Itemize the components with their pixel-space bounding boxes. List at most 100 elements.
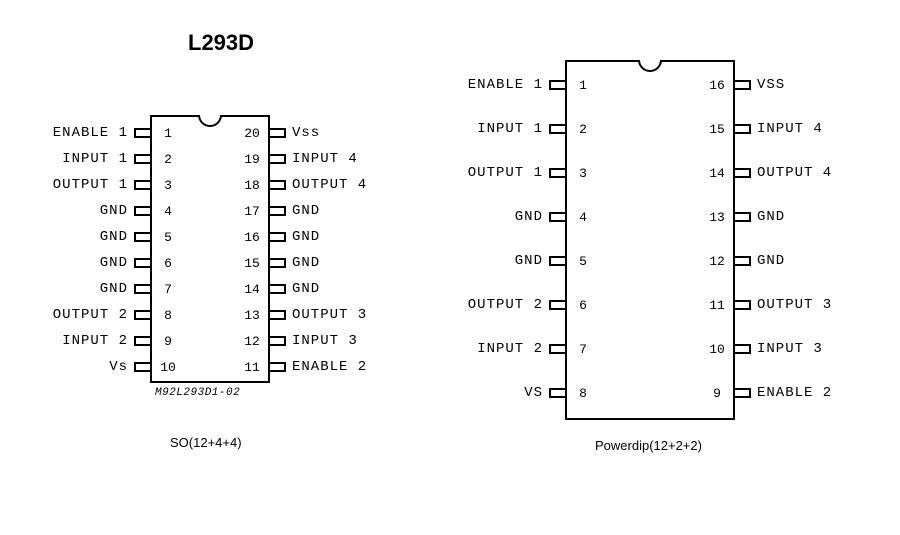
pin-number: 1 [573,78,593,93]
pin-number: 10 [158,360,178,375]
pin-icon [733,256,751,266]
pin-label: GND [515,253,543,269]
pin-label: GND [100,255,128,271]
pin-row: 11ENABLE 2 [242,357,462,377]
pin-row: INPUT 27 [440,339,593,359]
pin-icon [134,284,152,294]
pin-row: 9 ENABLE 2 [707,383,900,403]
pin-label: INPUT 4 [757,121,823,137]
pin-row: INPUT 12 [15,149,178,169]
pin-label: INPUT 2 [62,333,128,349]
pin-row: OUTPUT 1 3 [15,175,178,195]
pin-icon [549,124,567,134]
pin-label: OUTPUT 1 [53,177,128,193]
pin-icon [549,256,567,266]
pin-label: GND [292,281,320,297]
pin-number: 6 [573,298,593,313]
pin-number: 8 [158,308,178,323]
pin-row: GND 7 [15,279,178,299]
pin-number: 3 [158,178,178,193]
pin-label: OUTPUT 2 [53,307,128,323]
pin-icon [268,154,286,164]
pin-label: VS [524,385,543,401]
pin-number: 14 [707,166,727,181]
pin-number: 9 [707,386,727,401]
pin-row: 19INPUT 4 [242,149,462,169]
pin-icon [733,300,751,310]
pin-number: 19 [242,152,262,167]
pin-icon [268,310,286,320]
pin-row: 15GND [242,253,462,273]
pin-icon [733,80,751,90]
pin-number: 13 [242,308,262,323]
pin-number: 7 [158,282,178,297]
pin-icon [134,310,152,320]
pin-number: 9 [158,334,178,349]
pin-row: 18OUTPUT 4 [242,175,462,195]
pin-number: 5 [158,230,178,245]
pin-number: 4 [573,210,593,225]
pin-number: 14 [242,282,262,297]
pin-number: 17 [242,204,262,219]
pin-label: ENABLE 2 [757,385,832,401]
pin-row: ENABLE 1 1 [440,75,593,95]
pin-number: 10 [707,342,727,357]
notch-icon [638,60,662,72]
pin-number: 13 [707,210,727,225]
pin-label: Vss [292,125,320,141]
pin-icon [268,232,286,242]
chip-body [565,60,735,420]
pin-number: 18 [242,178,262,193]
pin-label: INPUT 3 [292,333,358,349]
chip-so: ENABLE 11INPUT 12OUTPUT 13GND4GND5GND6GN… [15,115,455,535]
pin-label: GND [100,203,128,219]
pin-icon [268,258,286,268]
pin-icon [549,300,567,310]
pin-icon [549,344,567,354]
pin-icon [733,344,751,354]
pin-icon [549,388,567,398]
pin-number: 12 [707,254,727,269]
pin-icon [268,180,286,190]
pin-number: 7 [573,342,593,357]
pin-row: OUTPUT 2 8 [15,305,178,325]
pin-row: 20Vss [242,123,462,143]
pin-number: 11 [707,298,727,313]
pin-icon [268,284,286,294]
pin-label: INPUT 3 [757,341,823,357]
pin-icon [134,128,152,138]
pin-row: 17GND [242,201,462,221]
pin-label: ENABLE 1 [53,125,128,141]
pin-label: GND [100,281,128,297]
chip-title: L293D [188,30,254,56]
pin-icon [268,206,286,216]
pin-label: ENABLE 1 [468,77,543,93]
pin-icon [134,258,152,268]
pin-row: VS8 [440,383,593,403]
pin-row: GND4 [440,207,593,227]
pin-row: ENABLE 11 [15,123,178,143]
pin-row: GND4 [15,201,178,221]
pin-icon [134,232,152,242]
pin-row: 13 GND [707,207,900,227]
notch-icon [198,115,222,127]
pin-label: OUTPUT 4 [757,165,832,181]
pin-label: INPUT 1 [62,151,128,167]
pin-number: 12 [242,334,262,349]
pin-icon [733,212,751,222]
pin-row: GND5 [440,251,593,271]
pin-row: 16GND [242,227,462,247]
pin-label: GND [757,209,785,225]
pin-label: ENABLE 2 [292,359,367,375]
part-code: M92L293D1-02 [155,387,240,399]
pin-icon [268,362,286,372]
pin-icon [268,336,286,346]
pin-icon [134,206,152,216]
pin-label: OUTPUT 3 [757,297,832,313]
pin-label: OUTPUT 2 [468,297,543,313]
pin-number: 16 [242,230,262,245]
package-label: SO(12+4+4) [170,435,242,450]
pin-icon [733,168,751,178]
pin-icon [549,212,567,222]
pin-row: GND6 [15,253,178,273]
